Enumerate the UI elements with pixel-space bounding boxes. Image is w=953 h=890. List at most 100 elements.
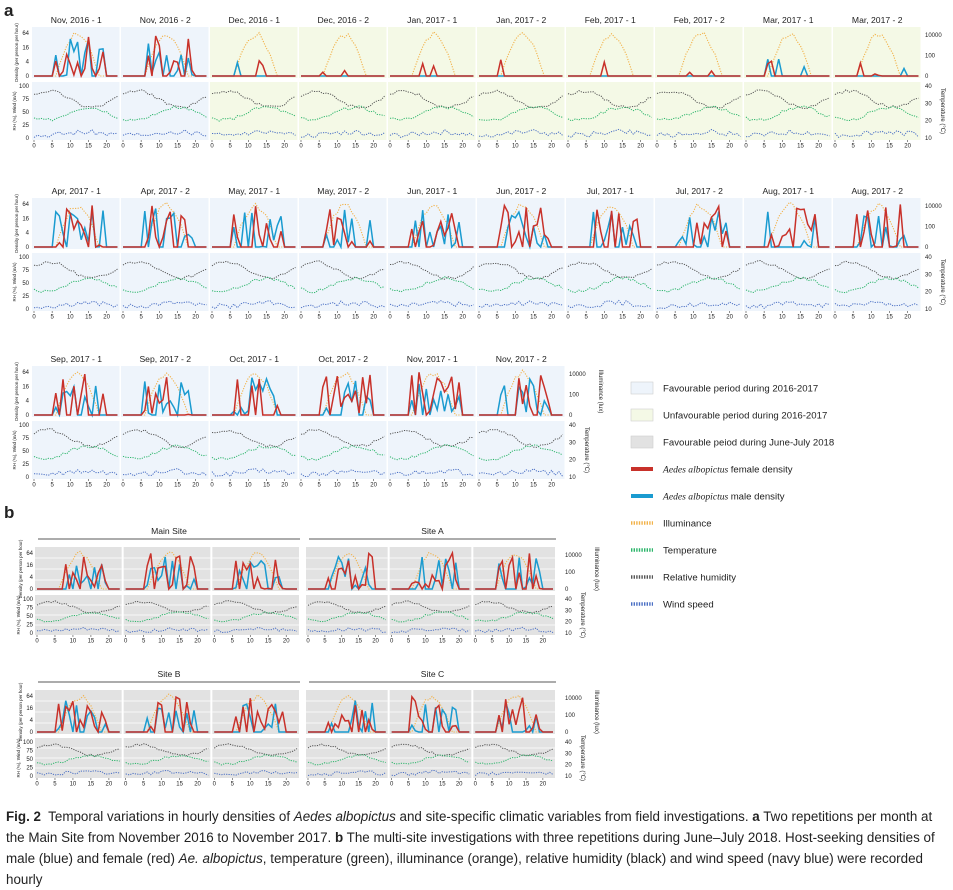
- female-density-series: [479, 375, 563, 416]
- rh-tick-label: 75: [22, 436, 29, 442]
- wind-series: [834, 300, 919, 308]
- x-tick-label: 10: [245, 483, 252, 489]
- rh-tick-label: 0: [26, 136, 30, 142]
- density-tick-label: 0: [26, 74, 30, 80]
- x-tick-label: 15: [174, 483, 181, 489]
- illuminance-tick-label: 0: [569, 413, 573, 419]
- rh-tick-label: 25: [22, 462, 29, 468]
- x-tick-label: 10: [506, 782, 513, 788]
- illuminance-tick-label: 10000: [565, 696, 582, 702]
- x-tick-label: 0: [32, 144, 36, 150]
- period-title: Jul, 2017 - 2: [676, 186, 724, 196]
- x-tick-label: 5: [673, 315, 677, 321]
- wind-series: [125, 770, 209, 776]
- temperature-tick-label: 10: [565, 774, 572, 780]
- humidity-series: [478, 429, 563, 448]
- x-tick-label: 20: [637, 315, 644, 321]
- humidity-series: [33, 427, 118, 448]
- illuminance-tick-label: 10000: [925, 33, 942, 39]
- wind-series: [36, 770, 120, 776]
- climate-plot-bg: [121, 82, 209, 140]
- x-tick-label: 5: [851, 315, 855, 321]
- x-tick-label: 5: [53, 639, 57, 645]
- site-repetition-plot: 0 5 10 15 20: [123, 547, 211, 645]
- caption-part1: Temporal variations in hourly densities …: [48, 809, 294, 824]
- x-tick-label: 0: [744, 144, 748, 150]
- wind-series: [122, 129, 207, 137]
- x-tick-label: 5: [406, 483, 410, 489]
- wind-series: [33, 469, 118, 476]
- x-tick-label: 10: [690, 315, 697, 321]
- x-tick-label: 10: [156, 315, 163, 321]
- temperature-tick-label: 20: [565, 620, 572, 626]
- period-plot: 0 5 10 15 20: [655, 198, 743, 321]
- rh-tick-label: 100: [19, 255, 30, 261]
- x-tick-label: 15: [352, 483, 359, 489]
- x-tick-label: 10: [423, 144, 430, 150]
- x-tick-label: 0: [744, 315, 748, 321]
- temperature-series: [33, 107, 118, 122]
- panel-a-grid: Nov, 2016 - 1 0 5 10 15 20 Nov, 2016 - 2 0 5 10 15…: [12, 15, 945, 489]
- climate-plot-bg: [210, 253, 298, 311]
- x-tick-label: 15: [886, 144, 893, 150]
- humidity-series: [125, 600, 209, 613]
- wind-series: [125, 627, 209, 634]
- legend-label: Aedes albopictus female density: [662, 465, 793, 476]
- period-title: Nov, 2016 - 2: [140, 15, 191, 25]
- wind-series: [300, 129, 385, 138]
- x-tick-label: 20: [194, 782, 201, 788]
- x-tick-label: 20: [726, 315, 733, 321]
- x-tick-label: 5: [142, 782, 146, 788]
- x-tick-label: 20: [372, 782, 379, 788]
- x-tick-label: 10: [70, 782, 77, 788]
- x-tick-label: 15: [530, 144, 537, 150]
- wind-series: [478, 129, 563, 138]
- female-density-series: [34, 36, 118, 79]
- period-title: Oct, 2017 - 1: [229, 354, 279, 364]
- wind-series: [300, 300, 385, 309]
- climate-plot-bg: [299, 253, 387, 311]
- x-tick-label: 20: [103, 483, 110, 489]
- temperature-tick-label: 30: [569, 440, 576, 446]
- climate-plot-bg: [833, 253, 921, 311]
- period-title: Nov, 2017 - 1: [407, 354, 458, 364]
- x-tick-label: 0: [477, 144, 481, 150]
- x-tick-label: 15: [355, 639, 362, 645]
- illuminance-series: [391, 551, 470, 590]
- humidity-series: [745, 259, 830, 280]
- period-title: Jul, 2017 - 1: [587, 186, 635, 196]
- temperature-tick-label: 20: [569, 458, 576, 464]
- x-tick-label: 5: [228, 144, 232, 150]
- period-plot: 0 5 10 15 20: [121, 366, 209, 489]
- illuminance-series: [308, 695, 386, 733]
- x-tick-label: 20: [192, 315, 199, 321]
- x-tick-label: 5: [407, 782, 411, 788]
- density-tick-label: 16: [26, 706, 33, 712]
- x-tick-label: 20: [370, 483, 377, 489]
- temperature-axis-label: Temperature (°C): [939, 259, 945, 305]
- temperature-series: [391, 754, 470, 765]
- illuminance-tick-label: 10000: [569, 372, 586, 378]
- female-density-series: [123, 35, 207, 77]
- wind-series: [307, 770, 386, 776]
- rh-tick-label: 100: [19, 84, 30, 90]
- x-tick-label: 10: [156, 144, 163, 150]
- rh-tick-label: 50: [22, 281, 29, 287]
- temperature-tick-label: 30: [925, 101, 932, 107]
- density-plot-bg: [121, 198, 209, 249]
- x-tick-label: 0: [306, 782, 310, 788]
- female-density-series: [568, 59, 652, 77]
- period-title: Aug, 2017 - 1: [762, 186, 814, 196]
- x-tick-label: 0: [655, 144, 659, 150]
- period-plot: 0 5 10 15 20: [32, 366, 120, 489]
- x-tick-label: 20: [815, 144, 822, 150]
- period-title: Apr, 2017 - 2: [141, 186, 190, 196]
- x-tick-label: 20: [637, 144, 644, 150]
- legend-text: male density: [731, 492, 785, 503]
- female-density-series: [125, 695, 209, 734]
- x-tick-label: 5: [762, 144, 766, 150]
- x-tick-label: 20: [281, 483, 288, 489]
- density-tick-label: 64: [26, 694, 33, 700]
- site-title: Site B: [158, 669, 181, 679]
- x-tick-label: 20: [283, 782, 290, 788]
